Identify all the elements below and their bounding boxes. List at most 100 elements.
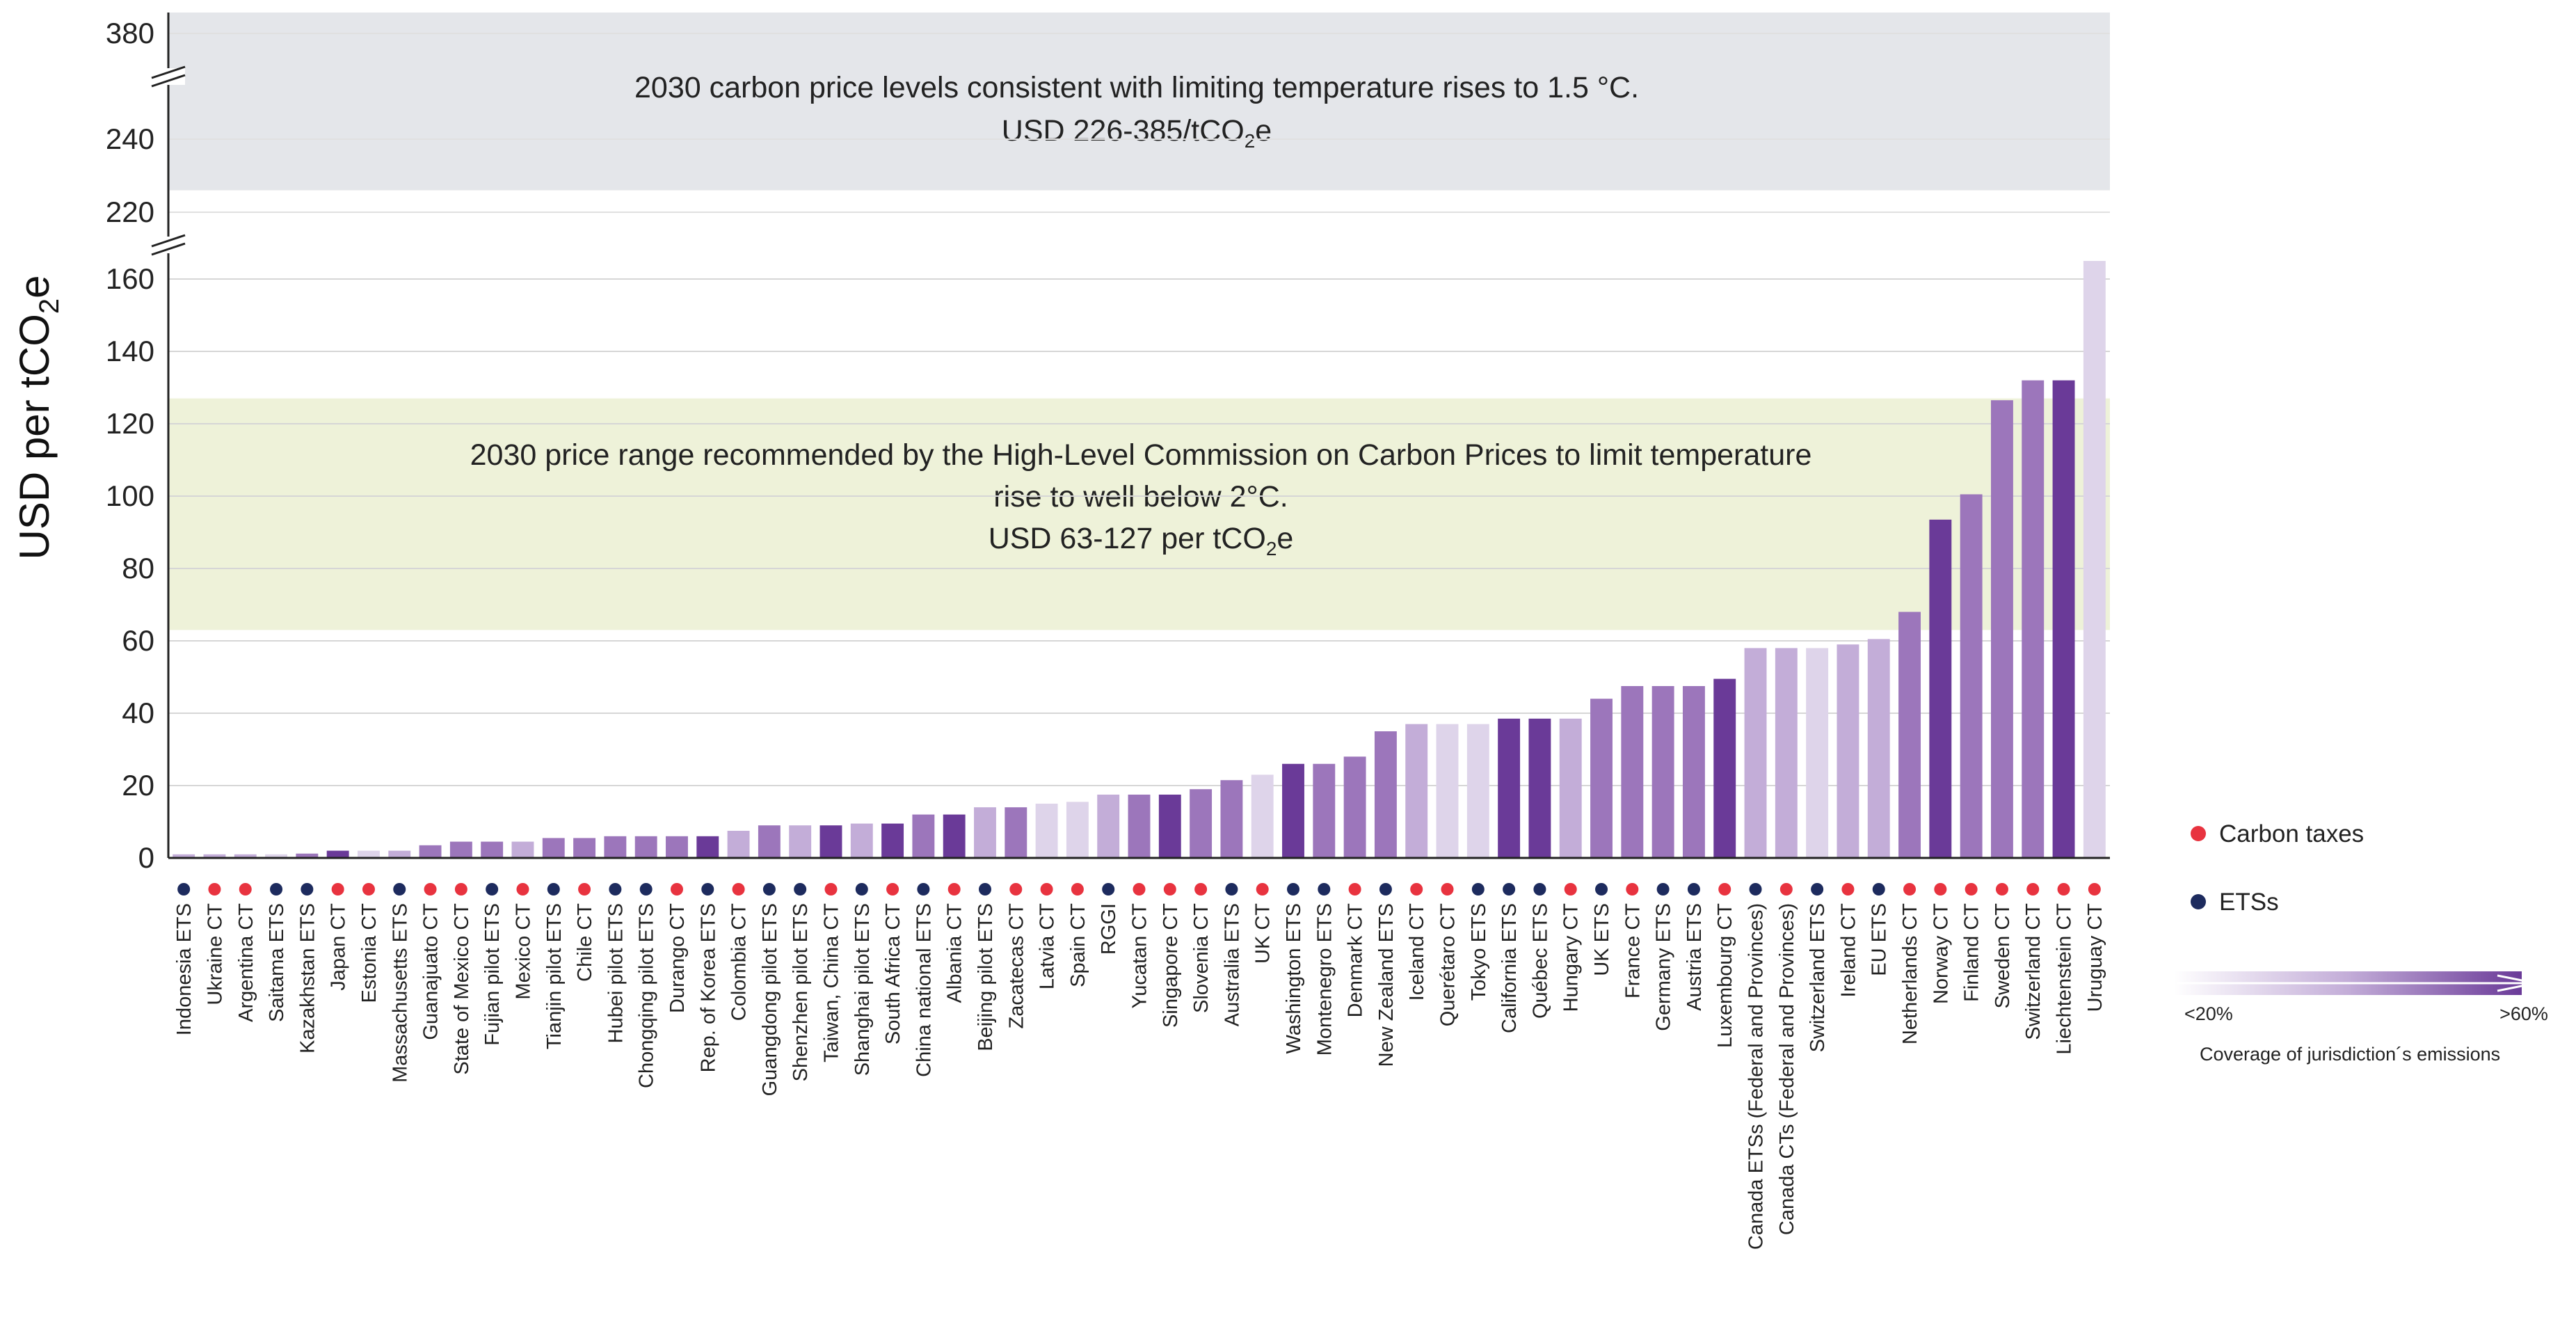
bar-china-national-ets bbox=[912, 814, 935, 858]
ets-dot bbox=[1533, 883, 1546, 896]
bar-new-zealand-ets bbox=[1374, 731, 1397, 858]
category-label: Australia ETS bbox=[1221, 903, 1243, 1026]
category-label: Guanajuato CT bbox=[420, 903, 442, 1040]
bar-spain-ct bbox=[1066, 802, 1089, 858]
bar-shenzhen-pilot-ets bbox=[789, 825, 812, 858]
carbon-tax-dot bbox=[670, 883, 683, 896]
y-tick-label: 160 bbox=[106, 262, 154, 295]
carbon-tax-dot bbox=[1965, 883, 1978, 896]
bars bbox=[173, 261, 2106, 858]
bar-netherlands-ct bbox=[1898, 612, 1921, 858]
carbon-tax-dot bbox=[1564, 883, 1577, 896]
category-label: Tianjin pilot ETS bbox=[543, 903, 566, 1049]
category-label: South Africa CT bbox=[882, 903, 904, 1044]
carbon-tax-dot bbox=[1410, 883, 1423, 896]
ets-dot bbox=[978, 883, 991, 896]
etss-legend-dot bbox=[2191, 894, 2206, 909]
y-axis: 0 20 40 60 80 100 120 140 160 220 240 380 bbox=[106, 13, 2110, 874]
category-label: Argentina CT bbox=[235, 903, 257, 1022]
ets-dot bbox=[1687, 883, 1700, 896]
category-label: UK ETS bbox=[1591, 903, 1613, 976]
category-label: Finland CT bbox=[1961, 903, 1983, 1002]
y-tick-label: 0 bbox=[138, 841, 154, 874]
carbon-tax-dot bbox=[362, 883, 375, 896]
category-label: Denmark CT bbox=[1345, 903, 1367, 1018]
category-label: Switzerland ETS bbox=[1807, 903, 1829, 1052]
ets-dot bbox=[762, 883, 776, 896]
bar-germany-ets bbox=[1651, 686, 1674, 858]
category-labels: Indonesia ETS Ukraine CT Argentina CT Saita… bbox=[173, 883, 2106, 1250]
y-tick-label: 380 bbox=[106, 17, 154, 49]
category-label: Iceland CT bbox=[1406, 903, 1428, 1001]
carbon-tax-dot bbox=[239, 883, 252, 896]
bar-singapore-ct bbox=[1158, 795, 1181, 858]
category-label: Japan CT bbox=[328, 903, 350, 991]
bar-massachusetts-ets bbox=[388, 850, 411, 858]
category-label: Spain CT bbox=[1067, 903, 1089, 987]
etss-legend-label: ETSs bbox=[2219, 889, 2279, 916]
bar-beijing-pilot-ets bbox=[974, 807, 996, 858]
carbon-tax-dot bbox=[1040, 883, 1053, 896]
carbon-tax-dot bbox=[1995, 883, 2008, 896]
y-tick-label: 240 bbox=[106, 122, 154, 155]
bar-sweden-ct bbox=[1990, 400, 2013, 858]
category-label: Mexico CT bbox=[512, 903, 534, 1000]
category-label: Germany ETS bbox=[1653, 903, 1675, 1031]
bar-switzerland-ct bbox=[2022, 380, 2045, 858]
ets-dot bbox=[270, 883, 283, 896]
bar-latvia-ct bbox=[1035, 804, 1058, 858]
category-label: Indonesia ETS bbox=[173, 903, 195, 1035]
bar-finland-ct bbox=[1960, 494, 1983, 858]
axis-break-mark bbox=[151, 242, 186, 256]
bar-guangdong-pilot-ets bbox=[758, 825, 781, 858]
axis-break-mark bbox=[151, 74, 186, 88]
bar-france-ct bbox=[1621, 686, 1644, 858]
band-layer: 2030 carbon price levels consistent with… bbox=[168, 13, 2110, 630]
y-tick-label: 60 bbox=[122, 624, 154, 657]
carbon-tax-dot bbox=[1348, 883, 1361, 896]
carbon-tax-dot bbox=[1718, 883, 1731, 896]
category-label: France CT bbox=[1622, 903, 1644, 998]
carbon-tax-dot bbox=[1163, 883, 1176, 896]
bar-uruguay-ct bbox=[2083, 261, 2106, 858]
ets-dot bbox=[701, 883, 714, 896]
bar-canada-etss-federal-and-provinces- bbox=[1744, 648, 1767, 858]
bar-mexico-ct bbox=[511, 841, 534, 858]
ets-dot bbox=[547, 883, 560, 896]
ets-dot bbox=[177, 883, 191, 896]
category-label: Liechtenstein CT bbox=[2054, 903, 2076, 1055]
carbon-tax-dot bbox=[824, 883, 838, 896]
bar-eu-ets bbox=[1867, 639, 1890, 858]
band-2c-text-line: 2030 price range recommended by the High… bbox=[470, 438, 1812, 472]
ets-dot bbox=[1318, 883, 1331, 896]
category-label: EU ETS bbox=[1869, 903, 1891, 976]
bar-liechtenstein-ct bbox=[2052, 380, 2075, 858]
ets-dot bbox=[393, 883, 406, 896]
category-label: Québec ETS bbox=[1529, 903, 1551, 1019]
ets-dot bbox=[301, 883, 314, 896]
bar-rep-of-korea-ets bbox=[696, 836, 719, 858]
bar-canada-cts-federal-and-provinces- bbox=[1775, 648, 1798, 858]
category-label: Yucatan CT bbox=[1129, 903, 1151, 1009]
category-label: Shanghai pilot ETS bbox=[851, 903, 874, 1076]
category-label: Rep. of Korea ETS bbox=[697, 903, 719, 1072]
bar-switzerland-ets bbox=[1806, 648, 1829, 858]
category-label: California ETS bbox=[1498, 903, 1521, 1033]
bar-state-of-mexico-ct bbox=[449, 841, 472, 858]
bar-iceland-ct bbox=[1405, 724, 1428, 858]
bar-tianjin-pilot-ets bbox=[542, 838, 565, 858]
bar-estonia-ct bbox=[358, 850, 380, 858]
axis-break-mark bbox=[151, 234, 186, 248]
band-2c bbox=[168, 398, 2110, 630]
ets-dot bbox=[1811, 883, 1824, 896]
ets-dot bbox=[486, 883, 499, 896]
category-label: Hungary CT bbox=[1560, 903, 1583, 1012]
carbon-tax-dot bbox=[454, 883, 467, 896]
category-label: Shenzhen pilot ETS bbox=[790, 903, 812, 1081]
bar-ireland-ct bbox=[1837, 644, 1859, 858]
category-label: Luxembourg CT bbox=[1714, 903, 1736, 1048]
carbon-tax-dot bbox=[1256, 883, 1269, 896]
bar-rggi bbox=[1097, 795, 1120, 858]
category-label: Singapore CT bbox=[1160, 903, 1182, 1028]
band-1-5c bbox=[168, 13, 2110, 191]
